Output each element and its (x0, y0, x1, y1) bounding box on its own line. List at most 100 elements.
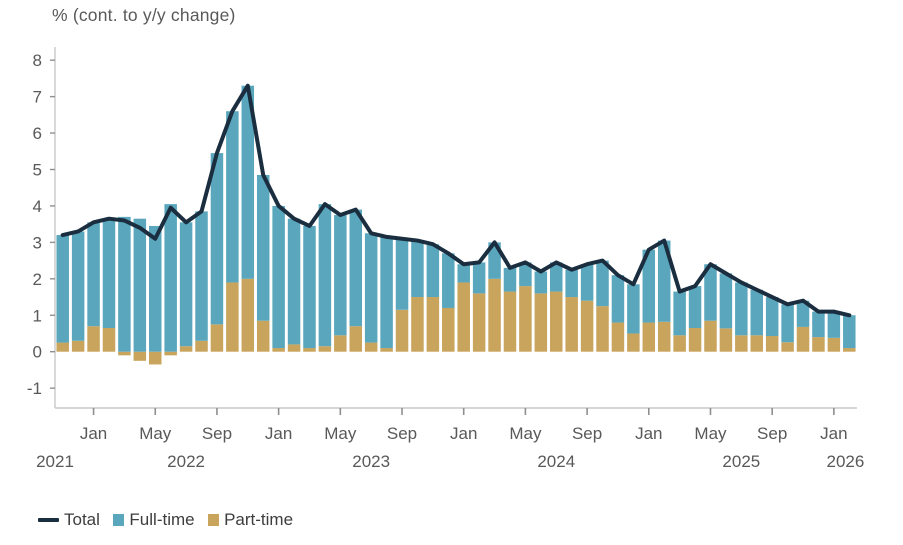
part-time-bar (750, 335, 763, 352)
full-time-bar (164, 204, 177, 352)
x-month-label: May (139, 424, 172, 443)
y-tick-label: 0 (33, 343, 42, 362)
y-tick-label: 2 (33, 270, 42, 289)
part-time-bar (519, 286, 532, 352)
part-time-bar (195, 340, 208, 352)
x-year-label: 2026 (827, 452, 865, 471)
x-month-label: May (694, 424, 727, 443)
y-tick-label: 4 (33, 197, 42, 216)
part-time-bar (534, 293, 548, 352)
part-time-bar (657, 321, 671, 352)
full-time-bar (256, 174, 270, 321)
part-time-bar (550, 291, 563, 352)
full-time-bar (642, 249, 656, 323)
part-time-bar (395, 309, 409, 352)
chart-title: % (cont. to y/y change) (52, 5, 236, 25)
x-month-label: Jan (635, 424, 662, 443)
full-time-bar (226, 111, 239, 283)
part-time-bar (503, 291, 517, 352)
part-time-bar (781, 342, 794, 352)
full-time-bar (349, 209, 362, 327)
full-time-bar (426, 244, 440, 298)
part-time-bar (673, 335, 686, 352)
full-time-bar (796, 300, 810, 327)
y-tick-label: 8 (33, 51, 42, 70)
legend-label: Full-time (129, 510, 195, 529)
part-time-bar (164, 351, 177, 356)
part-time-bar (334, 335, 347, 352)
legend-label: Total (64, 510, 100, 529)
legend-total: Total (38, 510, 100, 530)
part-time-bar (796, 326, 810, 352)
part-time-bar (179, 346, 193, 352)
full-time-bar (580, 264, 594, 301)
part-time-bar (580, 300, 594, 352)
full-time-bar (364, 233, 378, 343)
part-time-bar (303, 348, 316, 352)
full-time-bar (118, 216, 131, 352)
full-time-bar (133, 218, 147, 352)
full-time-bar (673, 291, 686, 336)
y-tick-label: 7 (33, 88, 42, 107)
part-time-bar (565, 297, 578, 352)
legend-full-time: Full-time (112, 510, 195, 530)
x-year-label: 2024 (537, 452, 575, 471)
x-month-label: Jan (80, 424, 107, 443)
full-time-bar (719, 273, 733, 329)
full-time-bar (765, 297, 779, 337)
y-tick-label: 1 (33, 306, 42, 325)
part-time-bar (349, 326, 362, 352)
full-time-bar (657, 240, 671, 322)
full-time-bar (627, 284, 640, 334)
full-time-bar (87, 222, 100, 327)
total-line (60, 83, 852, 318)
part-time-bar (442, 307, 455, 352)
part-time-bar (71, 340, 85, 352)
legend-label: Part-time (224, 510, 294, 529)
x-month-label: Jan (265, 424, 292, 443)
x-month-label: Jan (820, 424, 847, 443)
x-year-label: 2023 (352, 452, 390, 471)
part-time-bar (272, 348, 285, 352)
part-time-bar (287, 344, 301, 352)
part-time-bar (843, 348, 856, 352)
part-time-bar (87, 326, 100, 352)
part-time-bar (210, 324, 224, 352)
part-time-bar (241, 278, 255, 352)
full-time-bar (611, 275, 625, 323)
full-time-bar (812, 311, 825, 338)
full-time-bar (457, 264, 470, 283)
full-time-bar (395, 238, 409, 310)
full-time-bar (827, 311, 841, 338)
full-time-bar (843, 315, 856, 349)
legend: Total Full-time Part-time (38, 510, 293, 530)
x-month-label: Jan (450, 424, 477, 443)
full-time-bar (318, 204, 332, 347)
full-time-bar (272, 205, 285, 349)
full-time-bar (688, 286, 702, 329)
part-time-bar (704, 320, 717, 352)
full-time-bar (56, 235, 69, 343)
part-time-bar (735, 335, 748, 352)
full-time-bar (735, 282, 748, 336)
x-month-label: Sep (572, 424, 602, 443)
part-time-bar (318, 346, 332, 352)
part-time-bar (488, 278, 501, 352)
full-time-bar (334, 215, 347, 336)
x-month-label: May (324, 424, 357, 443)
full-time-bar (179, 222, 193, 347)
x-month-label: Sep (202, 424, 232, 443)
full-time-bar (488, 242, 501, 279)
full-time-bar (550, 262, 563, 292)
full-time-bar (565, 269, 578, 298)
part-time-bar (149, 351, 162, 365)
legend-part-time: Part-time (207, 510, 294, 530)
part-time-bar (719, 328, 733, 352)
full-time-bar (149, 225, 162, 352)
full-time-bar (380, 236, 393, 349)
y-tick-label: -1 (27, 379, 42, 398)
x-month-label: Sep (387, 424, 417, 443)
full-time-bar (195, 211, 208, 341)
y-tick-label: 3 (33, 233, 42, 252)
